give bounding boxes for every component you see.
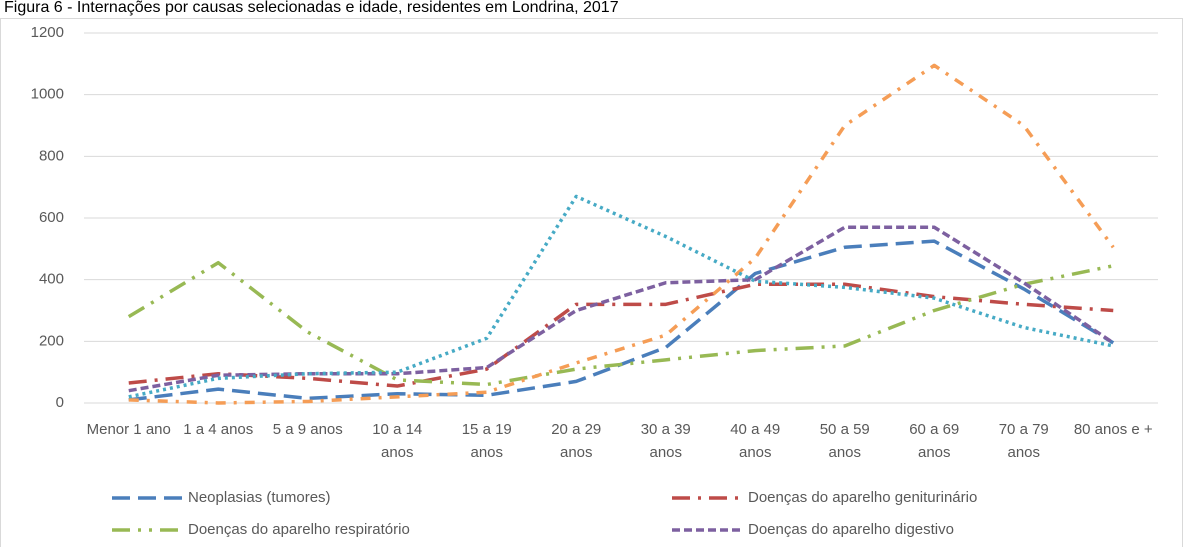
legend-label: Doenças do aparelho geniturinário [748, 489, 977, 506]
legend-label: Neoplasias (tumores) [188, 489, 331, 506]
x-tick-label: 70 a 79 anos [999, 421, 1049, 461]
y-tick-label: 1200 [31, 24, 64, 41]
legend-label: Doenças do aparelho digestivo [748, 521, 954, 538]
x-tick-label: 20 a 29 anos [551, 421, 601, 461]
series-line [128, 282, 1114, 388]
x-tick-label: 10 a 14 anos [372, 421, 422, 461]
x-tick-label: 15 a 19 anos [462, 421, 512, 461]
series-line [127, 260, 1114, 387]
y-tick-label: 400 [39, 271, 64, 288]
x-tick-label: 1 a 4 anos [183, 421, 253, 438]
x-tick-label: 30 a 39 anos [641, 421, 691, 461]
x-tick-label: 60 a 69 anos [909, 421, 959, 461]
x-tick-label: 50 a 59 anos [820, 421, 870, 461]
y-tick-label: 0 [56, 394, 64, 411]
series-line [128, 63, 1115, 405]
legend-label: Doenças do aparelho respiratório [188, 521, 410, 538]
x-tick-label: 80 anos e + [1074, 421, 1153, 438]
series-line [128, 194, 1114, 399]
x-tick-label: 40 a 49 anos [730, 421, 780, 461]
chart-title: Figura 6 - Internações por causas seleci… [4, 0, 619, 16]
series-line [128, 225, 1115, 393]
chart-border [0, 18, 1183, 547]
y-tick-label: 200 [39, 332, 64, 349]
x-tick-label: Menor 1 ano [87, 421, 171, 438]
y-tick-label: 800 [39, 147, 64, 164]
y-tick-label: 1000 [31, 86, 64, 103]
y-tick-label: 600 [39, 209, 64, 226]
x-tick-label: 5 a 9 anos [273, 421, 343, 438]
